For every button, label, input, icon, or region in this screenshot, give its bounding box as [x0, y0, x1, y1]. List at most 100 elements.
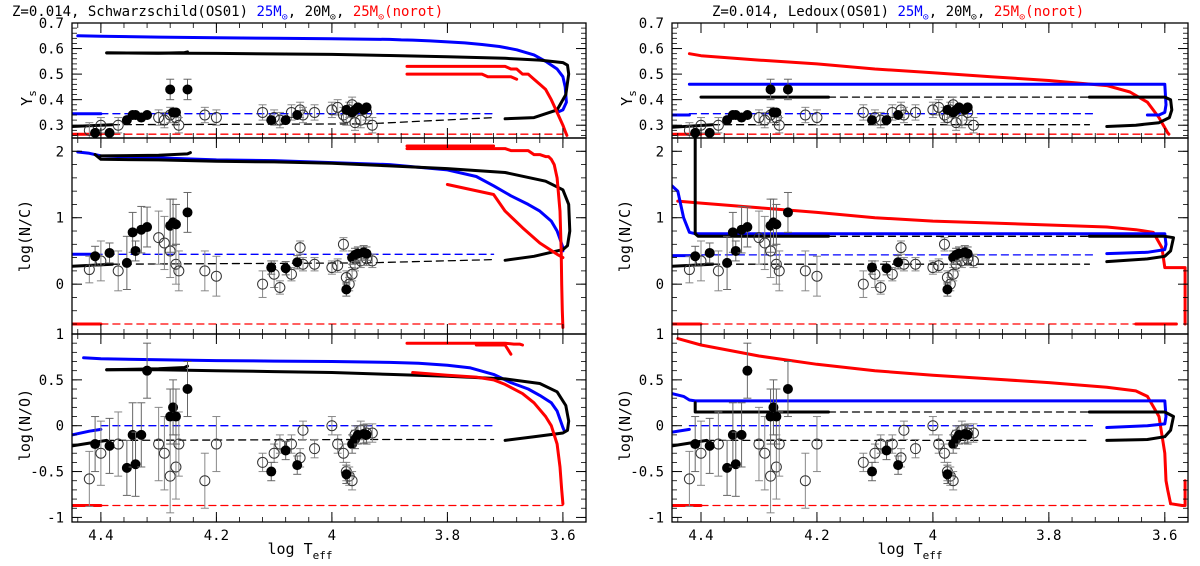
filled-point — [121, 462, 132, 473]
track-25Msun — [76, 150, 565, 253]
open-point — [274, 438, 286, 450]
y-tick-label: 0 — [56, 277, 64, 293]
right-ylabel-nc: log(N/C) — [616, 200, 634, 272]
filled-point — [782, 207, 793, 218]
y-tick-label: 1 — [656, 211, 664, 227]
y-tick-label: 2 — [56, 144, 64, 160]
filled-point — [341, 469, 352, 480]
open-point — [933, 260, 945, 272]
track-25Msun — [687, 82, 1168, 117]
track-20Msun — [93, 153, 572, 262]
x-tick-label: 3.8 — [1036, 528, 1061, 544]
track-25Msun — [76, 34, 568, 114]
open-point — [257, 106, 269, 118]
filled-point — [942, 469, 953, 480]
filled-point — [704, 440, 715, 451]
open-point — [153, 438, 165, 450]
open-point — [683, 473, 695, 485]
panel-content — [72, 144, 572, 329]
filled-point — [170, 411, 181, 422]
open-point — [799, 265, 811, 277]
open-point — [886, 268, 898, 280]
y-tick-label: -1 — [47, 510, 64, 526]
filled-point — [742, 365, 753, 376]
track-20Msun-2 — [1087, 410, 1175, 442]
filled-point — [182, 84, 193, 95]
y-tick-label: 0.3 — [39, 118, 64, 134]
y-tick-label: 0 — [56, 419, 64, 435]
track-20Msun-zams — [672, 438, 709, 448]
open-point — [811, 270, 823, 282]
open-point — [799, 109, 811, 121]
open-point — [967, 119, 979, 131]
track-25Msun — [672, 184, 1168, 256]
y-tick-label: 0.5 — [639, 67, 664, 83]
right-figure: Z=0.014, Ledoux(OS01) 25M⊙, 20M⊙, 25M⊙(n… — [616, 4, 1189, 562]
open-point — [938, 238, 950, 250]
filled-point — [168, 402, 179, 413]
left-ylabel-nc: log(N/C) — [16, 200, 34, 272]
open-point — [947, 475, 959, 487]
open-point — [895, 242, 907, 254]
panel-content — [72, 341, 571, 514]
open-point — [199, 109, 211, 121]
x-tick-label: 4 — [929, 528, 937, 544]
track-25Msun-norot — [405, 64, 569, 137]
filled-point — [142, 222, 153, 233]
open-point — [910, 443, 922, 455]
filled-point — [127, 429, 138, 440]
open-point — [773, 265, 785, 277]
filled-point — [881, 115, 892, 126]
filled-point — [881, 263, 892, 274]
track-25Msun-norot-2 — [411, 371, 565, 506]
filled-point — [121, 257, 132, 268]
panel-NC: 0 1 2 — [656, 137, 1189, 335]
y-tick-label: 0.6 — [39, 42, 64, 58]
open-point — [366, 119, 378, 131]
open-point — [770, 461, 782, 473]
y-tick-label: -0.5 — [630, 465, 664, 481]
open-point — [173, 119, 185, 131]
open-point — [95, 447, 107, 459]
filled-point — [727, 227, 738, 238]
track-25Msun-norot-2 — [405, 72, 519, 81]
open-point — [712, 119, 724, 131]
filled-point — [881, 445, 892, 456]
track-20Msun — [693, 401, 830, 414]
filled-point — [341, 284, 352, 295]
panel-frame — [71, 333, 587, 523]
filled-point — [771, 107, 782, 118]
filled-point — [962, 102, 973, 113]
filled-point — [292, 257, 303, 268]
open-point — [309, 443, 321, 455]
open-point — [210, 112, 222, 124]
open-point — [857, 278, 869, 290]
open-point — [759, 447, 771, 459]
filled-point — [130, 245, 141, 256]
right-ylabel-ys: Ys — [618, 90, 639, 106]
filled-point — [361, 102, 372, 113]
filled-point — [730, 459, 741, 470]
filled-point — [266, 262, 277, 273]
panel-content — [672, 52, 1174, 138]
x-tick-label: 4.2 — [204, 528, 229, 544]
filled-point — [704, 127, 715, 138]
open-point — [210, 438, 222, 450]
filled-point — [893, 460, 904, 471]
filled-point — [722, 462, 733, 473]
y-tick-label: 1 — [56, 327, 64, 343]
filled-point — [292, 110, 303, 120]
open-point — [309, 106, 321, 118]
right-plot-area: 0.3 0.4 0.5 0.6 0.7 0 1 2 -1 -0.5 0 0.5 1 4.4 4.2 4 3.8 3… — [630, 16, 1189, 544]
track-25Msun-norot — [405, 341, 524, 347]
filled-point — [722, 257, 733, 268]
open-point — [210, 270, 222, 282]
open-point — [326, 262, 338, 274]
y-tick-label: 0.5 — [639, 373, 664, 389]
open-point — [366, 255, 378, 267]
open-point — [112, 265, 124, 277]
right-title: Z=0.014, Ledoux(OS01) 25M⊙, 20M⊙, 25M⊙(n… — [712, 4, 1084, 23]
panel-Ys: 0.3 0.4 0.5 0.6 0.7 — [639, 16, 1189, 139]
x-tick-label: 4.4 — [88, 528, 113, 544]
open-point — [875, 438, 887, 450]
